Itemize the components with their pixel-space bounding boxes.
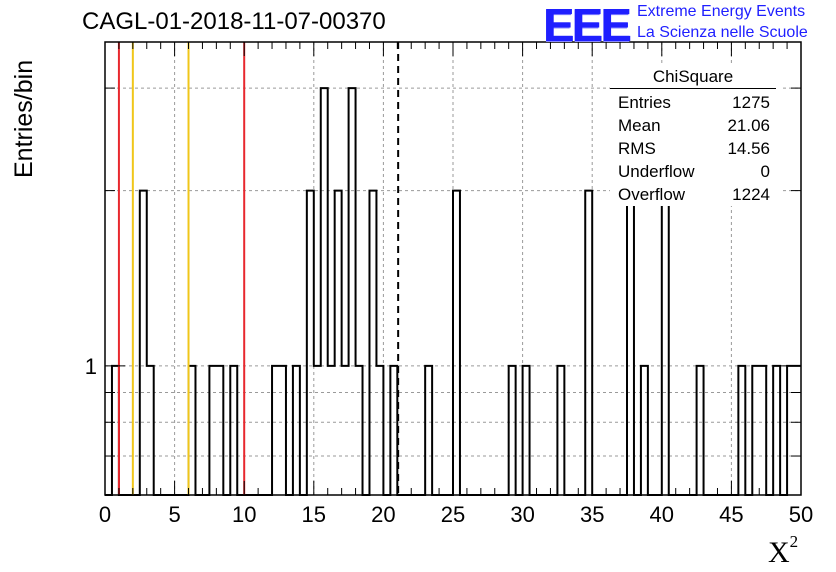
plot-title: CAGL-01-2018-11-07-00370	[82, 8, 386, 35]
histogram-bin	[585, 191, 592, 495]
x-tick-label: 35	[580, 502, 604, 527]
histogram-bin	[697, 366, 704, 495]
x-tick-label: 5	[168, 502, 180, 527]
eee-logo: EEE	[543, 0, 631, 51]
histogram-bin	[376, 366, 383, 495]
histogram-bin	[349, 88, 356, 495]
histogram-bin	[557, 366, 564, 495]
stats-title: ChiSquare	[610, 66, 776, 89]
histogram-bin	[390, 366, 397, 495]
histogram-bin	[787, 366, 794, 495]
logo-line-2: La Scienza nelle Scuole	[637, 24, 808, 41]
histogram-bin	[216, 366, 223, 495]
histogram-bin	[314, 366, 321, 495]
x-axis-symbol: X	[768, 536, 790, 569]
histogram-bin	[752, 366, 759, 495]
histogram-bin	[509, 366, 516, 495]
histogram-bin	[794, 366, 801, 495]
axes: 0 5 10 15 20 25 30 35 40 45 50 1	[85, 41, 813, 527]
x-tick-label: 50	[789, 502, 813, 527]
histogram-bin	[272, 366, 279, 495]
stats-value: 14.56	[727, 139, 770, 158]
histogram-bin	[147, 366, 154, 495]
stats-row-entries: Entries 1275	[610, 91, 780, 114]
histogram-bin	[425, 366, 432, 495]
histogram-bin	[342, 366, 349, 495]
x-tick-label: 30	[510, 502, 534, 527]
histogram-bin	[279, 366, 286, 495]
x-tick-label: 10	[232, 502, 256, 527]
x-tick-label: 20	[371, 502, 395, 527]
x-tick-label: 45	[719, 502, 743, 527]
histogram-bin	[738, 366, 745, 495]
x-axis-superscript: 2	[789, 532, 799, 551]
histogram-bin	[369, 191, 376, 495]
histogram-bin	[627, 191, 634, 495]
histogram-bin	[453, 191, 460, 495]
stats-box: ChiSquare Entries 1275 Mean 21.06 RMS 14…	[610, 66, 780, 206]
stats-label: Underflow	[618, 162, 695, 181]
y-axis-title: Entries/bin	[10, 59, 38, 178]
x-axis-title: X2	[768, 532, 798, 570]
x-tick-label: 0	[99, 502, 111, 527]
stats-label: RMS	[618, 139, 656, 158]
stats-value: 1224	[732, 185, 770, 204]
histogram-bin	[230, 366, 237, 495]
histogram-bin	[759, 366, 766, 495]
stats-row-rms: RMS 14.56	[610, 137, 780, 160]
histogram-bin	[356, 366, 363, 495]
histogram-bin	[662, 191, 669, 495]
marker-lines	[117, 42, 400, 495]
stats-row-overflow: Overflow 1224	[610, 183, 780, 206]
stats-label: Mean	[618, 116, 661, 135]
histogram-bin	[641, 366, 648, 495]
logo-line-1: Extreme Energy Events	[637, 3, 806, 20]
stats-value: 0	[760, 162, 770, 181]
stats-value: 21.06	[727, 116, 770, 135]
histogram-bin	[209, 366, 216, 495]
histogram-bin	[773, 366, 780, 495]
histogram-bin	[140, 191, 147, 495]
stats-value: 1275	[732, 93, 770, 112]
x-tick-label: 15	[302, 502, 326, 527]
histogram-bin	[523, 366, 530, 495]
histogram-bin	[321, 88, 328, 495]
histogram-bin	[335, 191, 342, 495]
histogram-bin	[189, 366, 196, 495]
histogram-bin	[328, 366, 335, 495]
histogram-bin	[307, 191, 314, 495]
y-tick-label: 1	[85, 354, 97, 379]
x-tick-label: 40	[650, 502, 674, 527]
stats-label: Entries	[618, 93, 671, 112]
x-tick-label: 25	[441, 502, 465, 527]
stats-row-mean: Mean 21.06	[610, 114, 780, 137]
histogram-bin	[293, 366, 300, 495]
stats-label: Overflow	[618, 185, 686, 204]
histogram-bin	[112, 366, 119, 495]
stats-row-underflow: Underflow 0	[610, 160, 780, 183]
